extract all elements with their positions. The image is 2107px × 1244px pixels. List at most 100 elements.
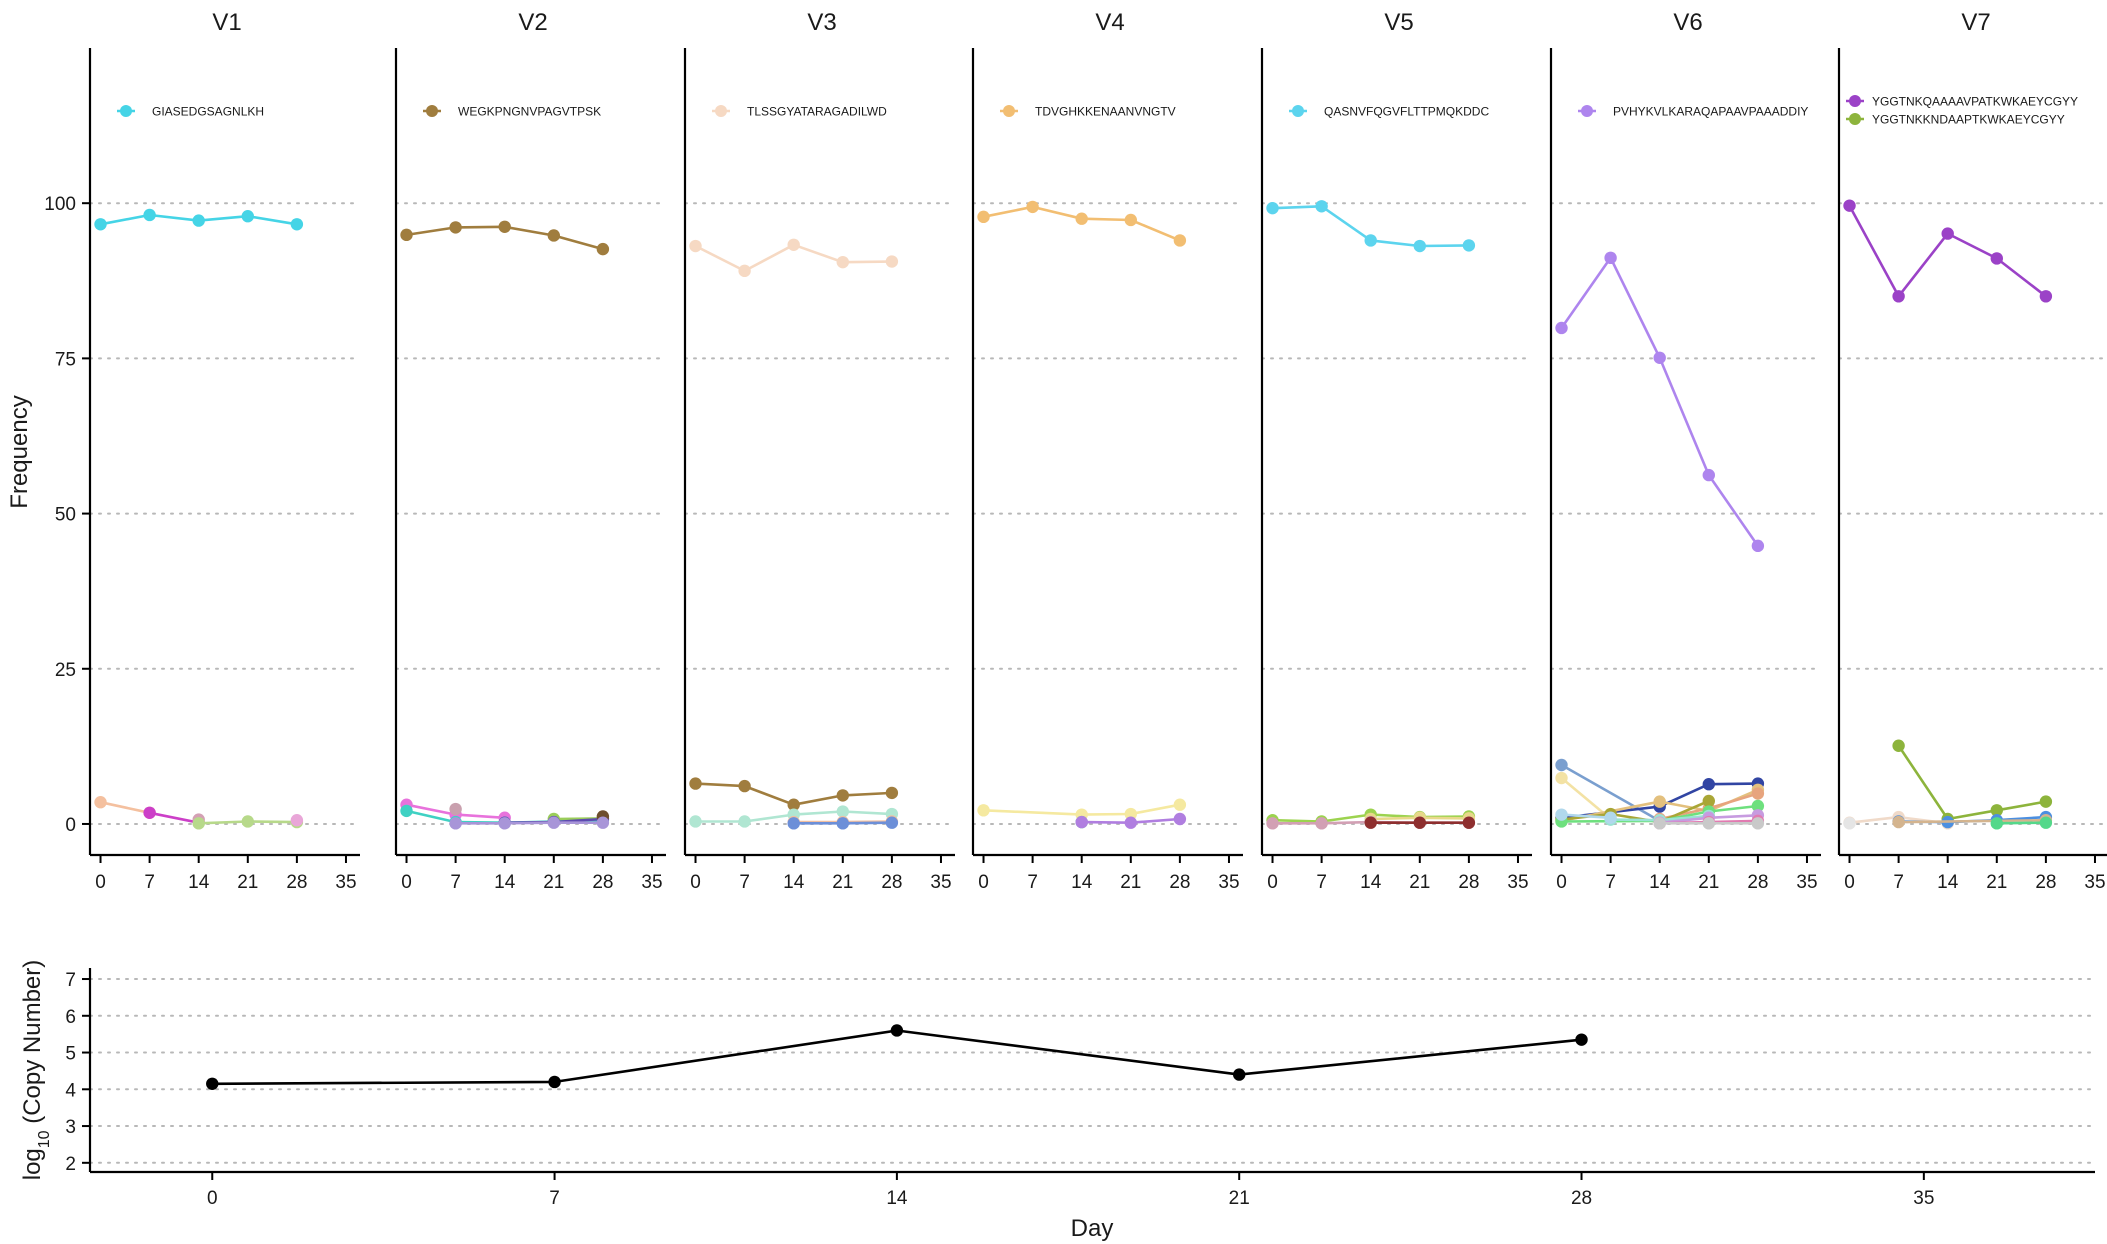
data-point bbox=[836, 805, 849, 818]
data-point bbox=[1653, 817, 1666, 830]
x-tick-label: 35 bbox=[1507, 872, 1528, 893]
data-point bbox=[596, 242, 610, 256]
data-point bbox=[290, 218, 304, 231]
legend-key-point bbox=[1003, 105, 1015, 117]
series-line bbox=[1843, 817, 1856, 830]
data-point bbox=[1075, 815, 1088, 829]
y-tick-label: 5 bbox=[65, 1044, 76, 1065]
legend-entry: YGGTNKQAAAAVPATKWKAEYCGYY bbox=[1846, 95, 2078, 109]
data-point bbox=[787, 817, 800, 830]
x-tick-label: 7 bbox=[1605, 872, 1616, 893]
data-point bbox=[836, 789, 849, 802]
legend-key-point bbox=[1292, 105, 1304, 117]
x-tick-label: 0 bbox=[401, 872, 412, 893]
data-point bbox=[192, 214, 205, 227]
data-point bbox=[241, 815, 254, 828]
series-line bbox=[94, 208, 304, 231]
data-point bbox=[1026, 200, 1039, 214]
data-point bbox=[400, 228, 413, 242]
facet-panel-v7: V7 0 7 14 21 28 35 YGGTNKQAAAAVPATKWKAEYCGYY YGG… bbox=[1837, 9, 2107, 893]
data-point bbox=[449, 802, 462, 816]
data-point bbox=[241, 210, 254, 223]
legend-label: WEGKPNGNVPAGVTPSK bbox=[458, 105, 601, 119]
data-point bbox=[1462, 239, 1476, 252]
x-tick-label: 14 bbox=[1071, 872, 1093, 893]
x-tick-label: 14 bbox=[783, 872, 805, 893]
legend-entry: TDVGHKKENAANVNGTV bbox=[1000, 105, 1176, 119]
y-tick-label: 50 bbox=[55, 505, 76, 526]
data-point bbox=[1173, 798, 1187, 811]
data-point bbox=[738, 264, 751, 278]
panel-title: V3 bbox=[807, 9, 836, 36]
data-point bbox=[1990, 252, 2003, 265]
series-line bbox=[1990, 816, 2053, 830]
data-point bbox=[1990, 817, 2003, 830]
x-tick-label: 35 bbox=[2084, 872, 2105, 893]
series-line-path bbox=[1995, 821, 2048, 825]
facet-panel-v3: V3 0 7 14 21 28 35 TLSSGYATARAGADILWD bbox=[683, 9, 956, 893]
data-point bbox=[1892, 290, 1905, 303]
x-tick-label: 21 bbox=[1120, 872, 1141, 893]
x-tick-label: 14 bbox=[1360, 872, 1382, 893]
data-point bbox=[498, 817, 511, 830]
data-point bbox=[689, 239, 702, 253]
legend-entry: TLSSGYATARAGADILWD bbox=[712, 105, 887, 119]
data-point bbox=[400, 804, 413, 818]
y-tick-label: 25 bbox=[55, 660, 76, 681]
data-point bbox=[2039, 290, 2053, 303]
data-point bbox=[1604, 251, 1617, 265]
x-tick-label: 14 bbox=[1649, 872, 1671, 893]
series-line bbox=[787, 816, 899, 830]
x-tick-label: 35 bbox=[1913, 1188, 1934, 1209]
legend-entry: PVHYKVLKARAQAPAAVPAAADDIY bbox=[1578, 105, 1808, 119]
data-point bbox=[206, 1077, 219, 1090]
data-point bbox=[885, 786, 899, 800]
x-tick-label: 7 bbox=[1027, 872, 1038, 893]
legend-label: TDVGHKKENAANVNGTV bbox=[1035, 105, 1176, 119]
x-tick-label: 21 bbox=[543, 872, 564, 893]
y-axis-title: log10 (Copy Number) bbox=[19, 960, 53, 1181]
data-point bbox=[1315, 817, 1328, 830]
data-point bbox=[1266, 201, 1279, 215]
x-tick-label: 28 bbox=[592, 872, 613, 893]
data-point bbox=[1555, 771, 1568, 785]
panel-title: V2 bbox=[518, 9, 547, 36]
legend-key-point bbox=[120, 105, 132, 117]
data-point bbox=[1892, 815, 1905, 829]
series-line bbox=[206, 1024, 1588, 1090]
data-point bbox=[143, 208, 156, 222]
x-tick-label: 21 bbox=[1986, 872, 2007, 893]
x-tick-label: 14 bbox=[188, 872, 210, 893]
data-point bbox=[547, 816, 560, 829]
facet-panel-v2: V2 0 7 14 21 28 35 WEGKPNGNVPAGVTPSK bbox=[394, 9, 667, 893]
data-point bbox=[1364, 816, 1377, 829]
data-point bbox=[1124, 213, 1137, 227]
data-point bbox=[1555, 321, 1568, 335]
series-line-path bbox=[1560, 813, 1612, 820]
y-tick-label: 100 bbox=[44, 194, 76, 215]
data-point bbox=[836, 817, 849, 830]
data-point bbox=[290, 814, 304, 827]
data-point bbox=[1990, 804, 2003, 817]
data-point bbox=[1124, 816, 1137, 829]
facet-panel-v6: V6 0 7 14 21 28 35 PVHYKVLKARAQAPAAVPAAADDIY bbox=[1549, 9, 1822, 893]
data-point bbox=[2039, 795, 2053, 808]
data-point bbox=[1413, 816, 1426, 829]
series-line bbox=[1266, 200, 1476, 253]
data-point bbox=[548, 1075, 561, 1089]
series-line-path bbox=[148, 811, 200, 825]
data-point bbox=[143, 806, 156, 819]
legend-key-point bbox=[1849, 113, 1861, 125]
x-tick-label: 21 bbox=[832, 872, 853, 893]
x-tick-label: 28 bbox=[1747, 872, 1768, 893]
data-point bbox=[1843, 199, 1856, 212]
facet-panel-v4: V4 0 7 14 21 28 35 TDVGHKKENAANVNGTV bbox=[971, 9, 1244, 893]
x-tick-label: 0 bbox=[978, 872, 989, 893]
x-tick-label: 7 bbox=[549, 1188, 560, 1209]
y-tick-label: 6 bbox=[65, 1007, 76, 1028]
x-tick-label: 28 bbox=[2035, 872, 2056, 893]
series-line bbox=[1892, 739, 2053, 826]
x-tick-label: 0 bbox=[1267, 872, 1278, 893]
x-tick-label: 21 bbox=[1409, 872, 1430, 893]
data-point bbox=[689, 815, 702, 828]
